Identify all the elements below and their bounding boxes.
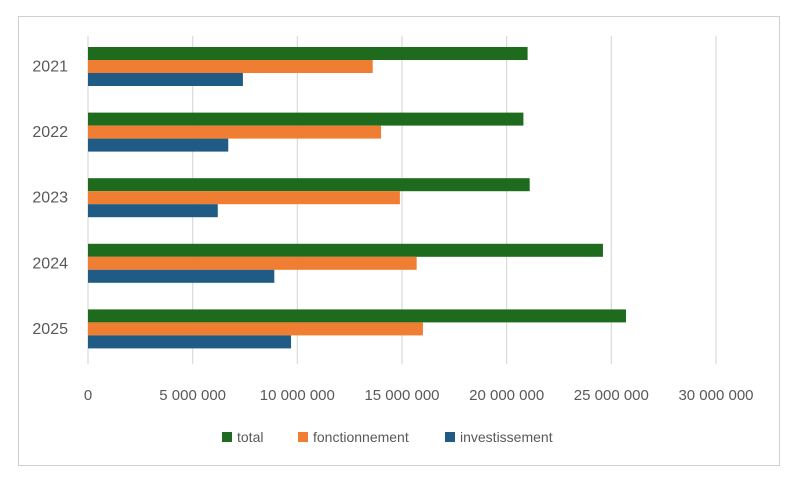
bar-fonctionnement-2021 (88, 60, 373, 73)
bar-total-2022 (88, 112, 524, 126)
x-tick-label-0: 0 (84, 387, 92, 404)
legend-swatch-total (222, 432, 232, 442)
bar-investissement-2021 (88, 73, 243, 86)
bar-investissement-2022 (88, 138, 229, 152)
category-label-2022: 2022 (32, 124, 68, 141)
bar-investissement-2024 (88, 269, 275, 283)
bar-total-2025 (88, 309, 626, 323)
bar-fonctionnement-2024 (88, 256, 417, 270)
x-tick-label-3: 15 000 000 (364, 387, 439, 404)
x-tick-label-2: 10 000 000 (260, 387, 335, 404)
grid-lines (87, 36, 717, 364)
legend-swatch-fonctionnement (298, 432, 308, 442)
x-tick-label-5: 25 000 000 (574, 387, 649, 404)
x-tick-labels: 0 5 000 000 10 000 000 15 000 000 20 000 000… (84, 387, 754, 404)
category-label-2023: 2023 (32, 190, 68, 207)
category-label-2025: 2025 (32, 321, 68, 338)
bar-fonctionnement-2023 (88, 191, 400, 205)
legend-swatch-investissement (445, 432, 455, 442)
x-tick-label-1: 5 000 000 (159, 387, 226, 404)
category-labels: 2021 2022 2023 2024 2025 (32, 59, 68, 338)
x-tick-label-6: 30 000 000 (678, 387, 753, 404)
category-label-2021: 2021 (32, 59, 68, 76)
chart-frame (18, 16, 780, 466)
bar-total-2024 (88, 243, 603, 257)
legend-label-fonctionnement: fonctionnement (313, 429, 409, 445)
legend-label-total: total (237, 429, 263, 445)
bar-fonctionnement-2022 (88, 125, 382, 139)
bar-total-2023 (88, 178, 530, 192)
legend-label-investissement: investissement (460, 429, 553, 445)
bar-fonctionnement-2025 (88, 322, 423, 336)
bars (88, 47, 626, 349)
bar-total-2021 (88, 47, 528, 60)
category-label-2024: 2024 (32, 255, 68, 272)
legend: total fonctionnement investissement (222, 429, 553, 445)
x-tick-label-4: 20 000 000 (469, 387, 544, 404)
bar-investissement-2025 (88, 335, 292, 349)
bar-investissement-2023 (88, 204, 218, 218)
